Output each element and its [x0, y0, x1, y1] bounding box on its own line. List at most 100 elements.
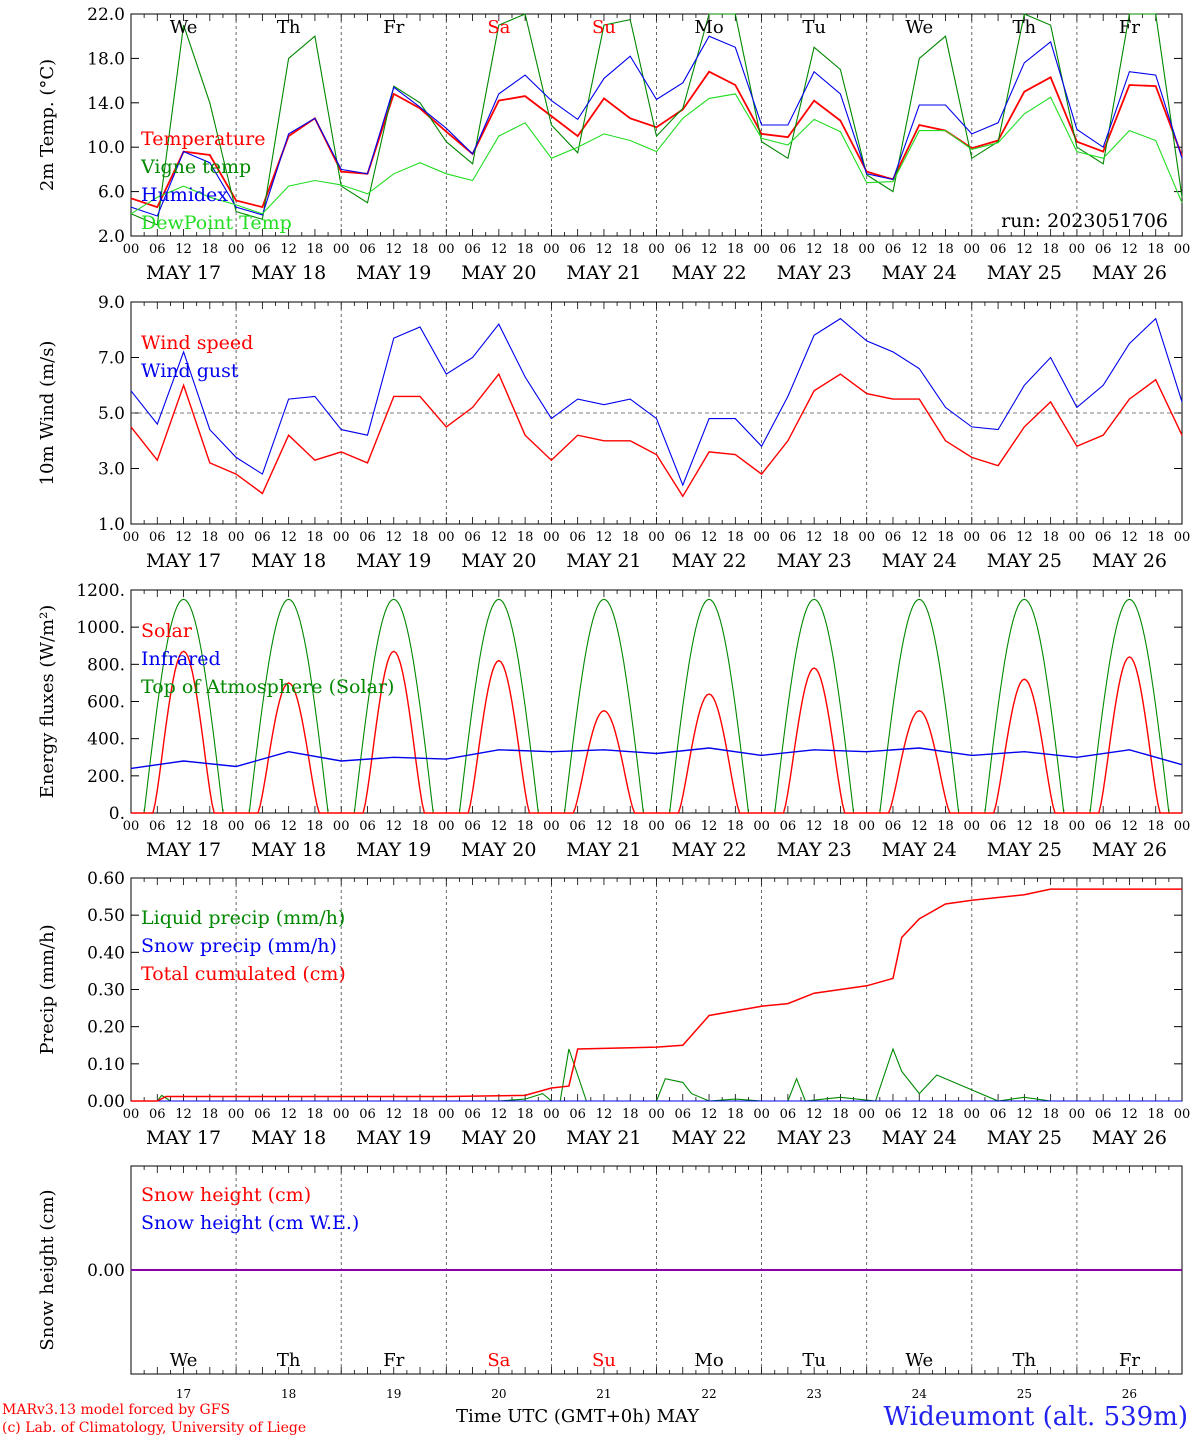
bottom-date-label: 26 [1122, 1387, 1137, 1401]
hour-tick-label: 12 [701, 819, 718, 834]
bottom-date-label: 18 [281, 1387, 296, 1401]
y-tick-label: 1000. [76, 618, 125, 638]
hour-tick-label: 06 [569, 1107, 586, 1122]
date-label: MAY 22 [671, 839, 746, 861]
hour-tick-label: 12 [596, 819, 613, 834]
hour-tick-label: 00 [648, 1107, 665, 1122]
series-line-wind-gust [130, 317, 1183, 487]
y-tick-label: 9.0 [98, 293, 125, 313]
hour-tick-label: 00 [1069, 242, 1086, 257]
date-label: MAY 26 [1092, 839, 1167, 861]
hour-tick-label: 12 [701, 530, 718, 545]
hour-tick-label: 06 [464, 1107, 481, 1122]
hour-tick-label: 00 [228, 819, 245, 834]
day-name: Th [1013, 1350, 1037, 1371]
day-name: Fr [383, 17, 404, 38]
hour-tick-label: 06 [1095, 242, 1112, 257]
hour-tick-label: 12 [491, 819, 508, 834]
legend-entry: Liquid precip (mm/h) [141, 907, 345, 929]
model-credit: MARv3.13 model forced by GFS [2, 1402, 231, 1418]
hour-tick-label: 18 [307, 530, 324, 545]
y-tick-label: 10.0 [87, 138, 125, 158]
hour-tick-label: 18 [832, 530, 849, 545]
hour-tick-label: 06 [254, 530, 271, 545]
legend-entry: Total cumulated (cm) [141, 963, 346, 985]
hour-tick-label: 06 [464, 819, 481, 834]
hour-tick-label: 12 [175, 242, 192, 257]
day-name: Th [277, 17, 301, 38]
hour-tick-label: 12 [1016, 242, 1033, 257]
hour-tick-label: 18 [202, 242, 219, 257]
hour-tick-label: 18 [517, 1107, 534, 1122]
hour-tick-label: 12 [175, 530, 192, 545]
hour-tick-label: 00 [1174, 242, 1191, 257]
hour-tick-label: 18 [622, 530, 639, 545]
hour-tick-label: 06 [675, 819, 692, 834]
series-line-wind-speed [130, 372, 1183, 498]
hour-tick-label: 12 [1121, 1107, 1138, 1122]
hour-tick-label: 06 [254, 1107, 271, 1122]
date-label: MAY 24 [882, 1127, 957, 1149]
hour-tick-label: 18 [727, 819, 744, 834]
hour-tick-label: 00 [228, 1107, 245, 1122]
date-label: MAY 21 [566, 839, 641, 861]
date-label: MAY 22 [671, 1127, 746, 1149]
hour-tick-label: 12 [385, 1107, 402, 1122]
hour-tick-label: 06 [359, 1107, 376, 1122]
hour-tick-label: 00 [228, 530, 245, 545]
legend-entry: Temperature [141, 128, 265, 150]
hour-tick-label: 00 [648, 242, 665, 257]
legend-entry: Snow height (cm) [141, 1184, 311, 1206]
legend-entry: Infrared [141, 648, 221, 670]
hour-tick-label: 12 [806, 819, 823, 834]
date-label: MAY 26 [1092, 1127, 1167, 1149]
y-tick-label: 0.50 [87, 906, 125, 926]
hour-tick-label: 06 [1095, 530, 1112, 545]
hour-tick-label: 00 [123, 530, 140, 545]
y-tick-label: 0.30 [87, 981, 125, 1001]
hour-tick-label: 00 [123, 242, 140, 257]
day-name: Su [592, 17, 616, 38]
hour-tick-label: 12 [280, 242, 297, 257]
day-name: Sa [487, 1350, 510, 1371]
hour-tick-label: 12 [175, 819, 192, 834]
hour-tick-label: 06 [1095, 819, 1112, 834]
hour-tick-label: 18 [1042, 819, 1059, 834]
hour-tick-label: 18 [1147, 819, 1164, 834]
day-name: We [905, 17, 933, 38]
y-tick-label: 0.20 [87, 1018, 125, 1038]
y-tick-label: 5.0 [98, 404, 125, 424]
hour-tick-label: 00 [964, 242, 981, 257]
hour-tick-label: 12 [911, 530, 928, 545]
hour-tick-label: 18 [1042, 1107, 1059, 1122]
hour-tick-label: 18 [937, 1107, 954, 1122]
hour-tick-label: 12 [280, 819, 297, 834]
hour-tick-label: 00 [1174, 819, 1191, 834]
run-label: run: 2023051706 [1001, 210, 1168, 232]
bottom-date-label: 17 [176, 1387, 191, 1401]
hour-tick-label: 00 [648, 819, 665, 834]
hour-tick-label: 12 [175, 1107, 192, 1122]
hour-tick-label: 18 [412, 242, 429, 257]
y-tick-label: 800. [87, 655, 125, 675]
hour-tick-label: 12 [911, 242, 928, 257]
hour-tick-label: 18 [1147, 530, 1164, 545]
hour-tick-label: 18 [937, 242, 954, 257]
bottom-date-label: 22 [701, 1387, 716, 1401]
hour-tick-label: 00 [964, 819, 981, 834]
date-label: MAY 20 [461, 262, 536, 284]
hour-tick-label: 06 [990, 530, 1007, 545]
hour-tick-label: 12 [806, 242, 823, 257]
hour-tick-label: 12 [596, 1107, 613, 1122]
hour-tick-label: 06 [254, 819, 271, 834]
hour-tick-label: 12 [1016, 1107, 1033, 1122]
series-line-solar [131, 650, 1182, 814]
y-tick-label: 0. [109, 804, 125, 824]
hour-tick-label: 00 [543, 530, 560, 545]
legend-entry: Vigne temp [140, 156, 251, 178]
hour-tick-label: 06 [885, 242, 902, 257]
hour-tick-label: 18 [307, 819, 324, 834]
hour-tick-label: 18 [202, 530, 219, 545]
y-tick-label: 0.00 [87, 1261, 125, 1281]
hour-tick-label: 00 [753, 1107, 770, 1122]
